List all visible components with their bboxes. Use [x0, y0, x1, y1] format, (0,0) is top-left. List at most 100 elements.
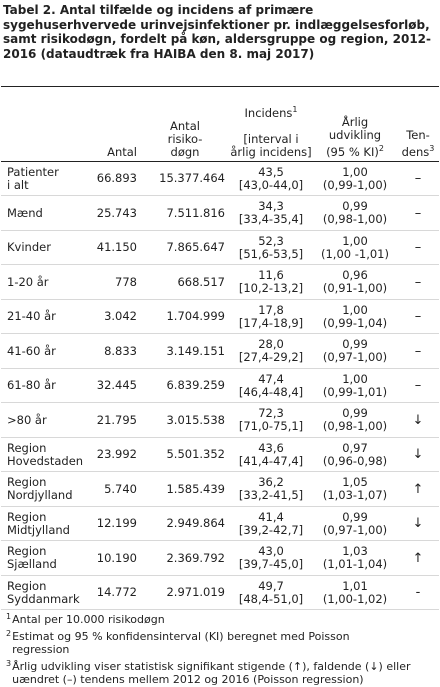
footnote: 1 Antal per 10.000 risikodøgn	[6, 613, 436, 627]
header-incidens: Incidens1 [interval i årlig incidens]	[229, 86, 313, 162]
row-udvikling: 0,99 (0,98-1,00)	[313, 195, 397, 231]
row-udvikling: 1,03 (1,01-1,04)	[313, 540, 397, 576]
row-group-label: Region Syddanmark	[1, 575, 81, 611]
table-row: Region Midtjylland 12.199 2.949.864 41,4 [3…	[1, 506, 439, 542]
row-group-label: Region Nordjylland	[1, 471, 81, 507]
row-antal: 66.893	[81, 161, 141, 197]
row-risikodogn: 2.369.792	[141, 540, 229, 576]
row-tendens: –	[397, 264, 439, 300]
row-group-label: 41-60 år	[1, 333, 81, 369]
table-row: Mænd 25.743 7.511.816 34,3 [33,4-35,4] 0,99 …	[1, 195, 439, 231]
header-risikodogn: Antal risiko- døgn	[141, 86, 229, 162]
row-tendens: ↓	[397, 437, 439, 473]
row-group-label: Patienter i alt	[1, 161, 81, 197]
header-tendens-label: Ten- dens	[401, 128, 430, 159]
row-incidens: 43,6 [41,4-47,4]	[229, 437, 313, 473]
row-group-label: Region Sjælland	[1, 540, 81, 576]
row-incidens: 47,4 [46,4-48,4]	[229, 368, 313, 404]
footnote-marker: 1	[6, 612, 12, 622]
row-antal: 10.190	[81, 540, 141, 576]
row-antal: 25.743	[81, 195, 141, 231]
table-row: >80 år 21.795 3.015.538 72,3 [71,0-75,1] 0,9…	[1, 402, 439, 438]
row-udvikling: 1,00 (0,99-1,00)	[313, 161, 397, 197]
row-incidens: 34,3 [33,4-35,4]	[229, 195, 313, 231]
row-group-label: >80 år	[1, 402, 81, 438]
row-risikodogn: 2.949.864	[141, 506, 229, 542]
row-tendens: ↑	[397, 540, 439, 576]
table-row: Patienter i alt 66.893 15.377.464 43,5 [43,…	[1, 161, 439, 197]
row-udvikling: 0,99 (0,97-1,00)	[313, 333, 397, 369]
row-incidens: 49,7 [48,4-51,0]	[229, 575, 313, 611]
footnote-text: Estimat og 95 % konfidensinterval (KI) b…	[12, 629, 350, 657]
row-incidens: 17,8 [17,4-18,9]	[229, 299, 313, 335]
row-incidens: 41,4 [39,2-42,7]	[229, 506, 313, 542]
row-risikodogn: 7.865.647	[141, 230, 229, 266]
table-row: 1-20 år 778 668.517 11,6 [10,2-13,2] 0,96 (0…	[1, 264, 439, 300]
footnote: 2 Estimat og 95 % konfidensinterval (KI) …	[6, 628, 436, 657]
table-row: Region Hovedstaden 23.992 5.501.352 43,6 [4…	[1, 437, 439, 473]
row-tendens: –	[397, 299, 439, 335]
header-antal: Antal	[81, 86, 141, 162]
footnote: 3 Årlig udvikling viser statistisk signif…	[6, 658, 436, 687]
row-tendens: ↓	[397, 506, 439, 542]
row-risikodogn: 15.377.464	[141, 161, 229, 197]
row-udvikling: 1,00 (0,99-1,04)	[313, 299, 397, 335]
header-tendens-sup: 3	[429, 144, 435, 153]
table-row: 61-80 år 32.445 6.839.259 47,4 [46,4-48,4] 1…	[1, 368, 439, 404]
row-incidens: 43,5 [43,0-44,0]	[229, 161, 313, 197]
header-udvikling: Årlig udvikling (95 % KI)2	[313, 86, 397, 162]
row-group-label: 21-40 år	[1, 299, 81, 335]
row-tendens: –	[397, 368, 439, 404]
row-risikodogn: 5.501.352	[141, 437, 229, 473]
row-tendens: ↓	[397, 402, 439, 438]
row-udvikling: 1,05 (1,03-1,07)	[313, 471, 397, 507]
row-tendens: –	[397, 333, 439, 369]
row-antal: 5.740	[81, 471, 141, 507]
footnotes: 1 Antal per 10.000 risikodøgn 2 Estimat og …	[0, 610, 440, 687]
row-tendens: -	[397, 575, 439, 611]
footnote-text: Årlig udvikling viser statistisk signifi…	[12, 659, 411, 687]
row-incidens: 36,2 [33,2-41,5]	[229, 471, 313, 507]
table-row: Region Nordjylland 5.740 1.585.439 36,2 [33…	[1, 471, 439, 507]
row-antal: 21.795	[81, 402, 141, 438]
table-document: Tabel 2. Antal tilfælde og incidens af p…	[1, 3, 439, 686]
row-antal: 3.042	[81, 299, 141, 335]
row-udvikling: 1,00 (1,00 -1,01)	[313, 230, 397, 266]
row-incidens: 28,0 [27,4-29,2]	[229, 333, 313, 369]
row-tendens: –	[397, 195, 439, 231]
row-incidens: 11,6 [10,2-13,2]	[229, 264, 313, 300]
footnote-text: Antal per 10.000 risikodøgn	[12, 613, 165, 627]
header-incidens-sup: 1	[292, 105, 298, 114]
table-body: Patienter i alt 66.893 15.377.464 43,5 [43,…	[1, 161, 439, 611]
row-tendens: –	[397, 230, 439, 266]
row-antal: 12.199	[81, 506, 141, 542]
row-antal: 778	[81, 264, 141, 300]
header-incidens-label: Incidens	[244, 105, 293, 120]
row-udvikling: 1,01 (1,00-1,02)	[313, 575, 397, 611]
header-udvikling-label: Årlig udvikling (95 % KI)	[326, 115, 382, 159]
table-row: 41-60 år 8.833 3.149.151 28,0 [27,4-29,2] 0,…	[1, 333, 439, 369]
row-group-label: Kvinder	[1, 230, 81, 266]
row-antal: 32.445	[81, 368, 141, 404]
row-antal: 8.833	[81, 333, 141, 369]
row-risikodogn: 6.839.259	[141, 368, 229, 404]
table-row: Region Sjælland 10.190 2.369.792 43,0 [39,7…	[1, 540, 439, 576]
row-group-label: 1-20 år	[1, 264, 81, 300]
footnote-marker: 2	[6, 628, 12, 638]
row-udvikling: 0,99 (0,97-1,00)	[313, 506, 397, 542]
row-risikodogn: 3.015.538	[141, 402, 229, 438]
row-group-label: 61-80 år	[1, 368, 81, 404]
row-incidens: 72,3 [71,0-75,1]	[229, 402, 313, 438]
row-group-label: Region Hovedstaden	[1, 437, 83, 473]
header-row: Antal Antal risiko- døgn Incidens1 [inte…	[1, 86, 439, 162]
row-antal: 14.772	[81, 575, 141, 611]
table-row: 21-40 år 3.042 1.704.999 17,8 [17,4-18,9] 1,…	[1, 299, 439, 335]
row-udvikling: 0,96 (0,91-1,00)	[313, 264, 397, 300]
row-tendens: ↑	[397, 471, 439, 507]
row-incidens: 43,0 [39,7-45,0]	[229, 540, 313, 576]
row-antal: 23.992	[81, 437, 141, 473]
table-title: Tabel 2. Antal tilfælde og incidens af p…	[3, 3, 432, 61]
footnote-marker: 3	[6, 658, 12, 668]
row-risikodogn: 3.149.151	[141, 333, 229, 369]
row-tendens: –	[397, 161, 439, 197]
